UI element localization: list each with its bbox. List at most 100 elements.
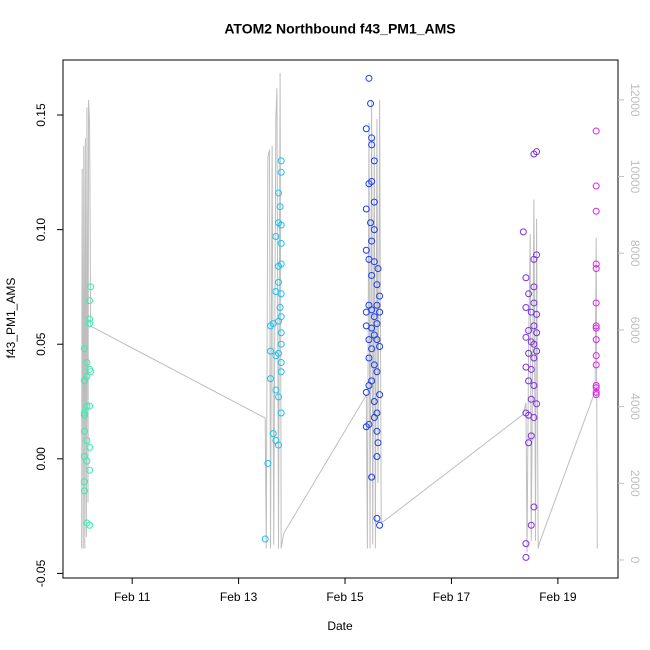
point xyxy=(277,157,285,165)
point xyxy=(533,148,541,156)
point xyxy=(533,251,541,259)
point xyxy=(365,420,373,428)
point xyxy=(275,278,283,286)
x-tick-label: Feb 15 xyxy=(326,590,364,604)
x-tick-label: Feb 17 xyxy=(433,590,471,604)
point xyxy=(368,377,376,385)
point xyxy=(277,329,285,337)
y2-tick-label: 2000 xyxy=(628,470,642,497)
point xyxy=(277,239,285,247)
point xyxy=(277,290,285,298)
point xyxy=(592,384,600,392)
point xyxy=(362,246,370,254)
point xyxy=(592,207,600,215)
point xyxy=(370,361,378,369)
point xyxy=(368,324,376,332)
point xyxy=(530,340,538,348)
point xyxy=(83,457,91,465)
line xyxy=(81,73,598,553)
point xyxy=(370,157,378,165)
point xyxy=(592,381,600,389)
point xyxy=(83,436,91,444)
point xyxy=(522,540,530,548)
point xyxy=(368,473,376,481)
point xyxy=(80,487,88,495)
point xyxy=(261,535,269,543)
point xyxy=(277,221,285,229)
y2-tick-label: 4000 xyxy=(628,393,642,420)
point xyxy=(277,313,285,321)
point xyxy=(368,345,376,353)
point xyxy=(530,299,538,307)
point xyxy=(264,459,272,467)
point xyxy=(530,381,538,389)
point xyxy=(87,368,95,376)
point xyxy=(276,203,284,211)
point xyxy=(277,168,285,176)
chart-title: ATOM2 Northbound f43_PM1_AMS xyxy=(224,21,455,37)
point xyxy=(370,258,378,266)
point xyxy=(365,354,373,362)
point xyxy=(368,141,376,149)
point xyxy=(86,443,94,451)
point xyxy=(533,347,541,355)
y-axis-label: f43_PM1_AMS xyxy=(4,278,18,359)
point xyxy=(592,182,600,190)
point xyxy=(522,333,530,341)
point xyxy=(80,427,88,435)
x-tick-label: Feb 19 xyxy=(539,590,577,604)
point xyxy=(592,299,600,307)
point xyxy=(277,359,285,367)
point xyxy=(80,411,88,419)
point xyxy=(362,125,370,133)
point xyxy=(374,439,382,447)
point xyxy=(592,127,600,135)
point xyxy=(83,359,91,367)
point xyxy=(277,368,285,376)
point xyxy=(525,326,533,334)
point xyxy=(272,232,280,240)
x-tick-label: Feb 11 xyxy=(114,590,151,604)
point xyxy=(527,365,535,373)
point xyxy=(373,409,381,417)
point xyxy=(519,228,527,236)
point xyxy=(80,409,88,417)
point xyxy=(80,345,88,353)
y2-tick-label: 0 xyxy=(628,557,642,564)
point xyxy=(368,134,376,142)
point xyxy=(370,313,378,321)
point xyxy=(592,260,600,268)
point xyxy=(373,336,381,344)
point xyxy=(527,521,535,529)
plot-frame xyxy=(62,59,619,579)
point xyxy=(376,521,384,529)
y2-tick-label: 10000 xyxy=(628,160,642,194)
point xyxy=(86,315,94,323)
y-tick-label: 0.00 xyxy=(34,447,48,471)
point xyxy=(370,398,378,406)
point xyxy=(530,414,538,422)
point xyxy=(592,324,600,332)
point xyxy=(370,198,378,206)
y2-tick-label: 12000 xyxy=(628,83,642,117)
point xyxy=(80,478,88,486)
point xyxy=(275,189,283,197)
point xyxy=(86,320,94,328)
point xyxy=(374,265,382,273)
point xyxy=(530,503,538,511)
point xyxy=(525,349,533,357)
point xyxy=(367,100,375,108)
point xyxy=(592,322,600,330)
y-tick-label: 0.15 xyxy=(34,103,48,127)
point xyxy=(86,466,94,474)
point xyxy=(530,354,538,362)
point xyxy=(86,402,94,410)
point xyxy=(277,340,285,348)
point xyxy=(525,377,533,385)
point xyxy=(592,336,600,344)
y2-tick-label: 8000 xyxy=(628,240,642,267)
point xyxy=(527,395,535,403)
point xyxy=(527,432,535,440)
point xyxy=(86,297,94,305)
